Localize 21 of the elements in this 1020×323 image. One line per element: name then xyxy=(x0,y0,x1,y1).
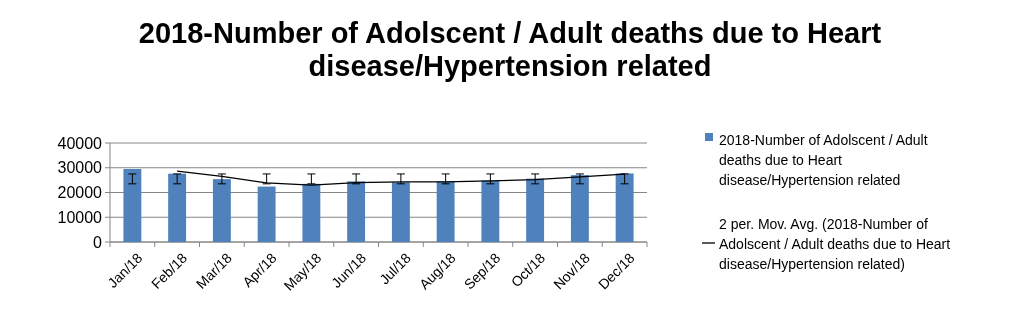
bar xyxy=(526,178,545,242)
bar xyxy=(615,173,634,242)
y-tick-label: 30000 xyxy=(57,159,103,177)
bar xyxy=(168,173,187,242)
bar xyxy=(212,179,231,242)
bar xyxy=(302,183,321,242)
bar xyxy=(436,181,455,242)
bar xyxy=(123,168,142,242)
bar xyxy=(481,180,500,242)
y-tick-label: 40000 xyxy=(57,134,103,152)
bar xyxy=(570,175,589,242)
y-tick-label: 0 xyxy=(93,233,103,251)
y-tick-label: 10000 xyxy=(57,208,103,226)
bar xyxy=(347,181,366,242)
bar xyxy=(391,182,410,242)
legend-label: 2 per. Mov. Avg. (2018-Number of Adolscent / Adult deaths due to Heart disease/Hypertension related) xyxy=(719,215,951,272)
chart-title: 2018-Number of Adolscent / Adult deaths due to Heart disease/Hypertension related xyxy=(138,17,882,82)
legend-label: 2018-Number of Adolscent / Adult deaths due to Heart disease/Hypertension related xyxy=(719,131,928,188)
bar xyxy=(257,186,276,242)
y-tick-label: 20000 xyxy=(57,184,103,202)
line-series xyxy=(176,170,626,186)
